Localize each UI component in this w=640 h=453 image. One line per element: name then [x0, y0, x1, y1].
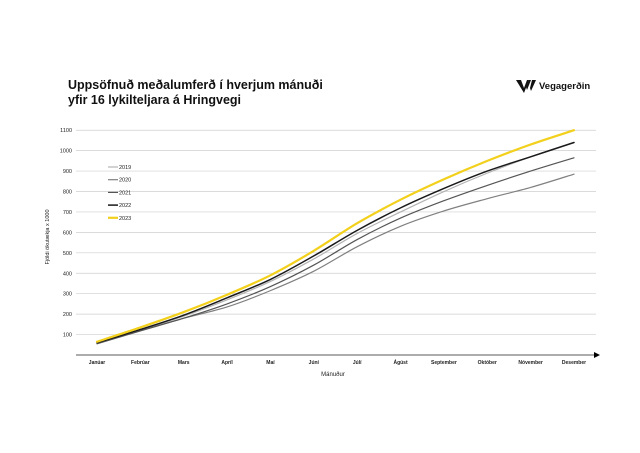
y-tick-label-300: 300	[63, 292, 72, 298]
y-tick-label-1000: 1000	[60, 149, 72, 155]
x-tick-label-10: Nóvember	[518, 360, 543, 366]
x-tick-label-9: Október	[478, 360, 497, 366]
vegagerdin-logo-icon	[516, 80, 536, 93]
x-tick-label-2: Mars	[178, 360, 190, 366]
vegagerdin-logo: Vegagerðin	[516, 80, 590, 93]
chart-title-line1: Uppsöfnuð meðalumferð í hverjum mánuði	[68, 78, 323, 92]
series-lines	[95, 129, 576, 345]
legend-label-2023: 2023	[119, 216, 131, 222]
legend-label-2019: 2019	[119, 165, 131, 171]
y-tick-label-400: 400	[63, 271, 72, 277]
y-tick-label-700: 700	[63, 210, 72, 216]
x-tick-label-6: Júlí	[353, 360, 362, 366]
y-tick-label-900: 900	[63, 169, 72, 175]
y-tick-label-800: 800	[63, 190, 72, 196]
y-tick-label-500: 500	[63, 251, 72, 257]
series-line-2021	[96, 157, 575, 345]
legend-label-2020: 2020	[119, 178, 131, 184]
x-tick-label-8: September	[431, 360, 457, 366]
x-axis-label: Mánuður	[321, 371, 345, 378]
y-tick-label-200: 200	[63, 312, 72, 318]
x-tick-label-0: Janúar	[89, 360, 105, 366]
x-tick-labels: Janúar Febrúar Mars Apríl Maí Júní Júlí Ágúst Se…	[89, 359, 586, 366]
x-tick-label-3: Apríl	[221, 360, 233, 366]
legend-label-2021: 2021	[119, 190, 131, 196]
legend: 2019 2020 2021 2022 2023	[108, 165, 131, 222]
y-tick-labels: 100 200 300 400 500 600 700 800 900 1000 1100	[60, 128, 72, 338]
series-line-2022	[96, 141, 575, 344]
x-tick-label-5: Júní	[309, 360, 320, 366]
series-line-2023	[95, 129, 576, 343]
grid-lines	[76, 129, 596, 335]
legend-label-2022: 2022	[119, 203, 131, 209]
x-tick-label-7: Ágúst	[393, 359, 408, 366]
x-tick-label-4: Maí	[266, 360, 275, 366]
logo-text: Vegagerðin	[539, 81, 591, 92]
x-tick-label-11: Desember	[562, 360, 586, 366]
y-axis-label: Fjöldi ökutækja x 1000	[45, 209, 51, 264]
y-tick-label-600: 600	[63, 230, 72, 236]
x-axis-arrow	[594, 352, 600, 358]
series-line-2019	[96, 141, 575, 344]
chart-title-line2: yfir 16 lykilteljara á Hringvegi	[68, 93, 241, 107]
x-tick-label-1: Febrúar	[131, 360, 150, 366]
y-tick-label-1100: 1100	[60, 128, 72, 134]
y-tick-label-100: 100	[63, 333, 72, 339]
chart-title: Uppsöfnuð meðalumferð í hverjum mánuði y…	[68, 78, 323, 108]
